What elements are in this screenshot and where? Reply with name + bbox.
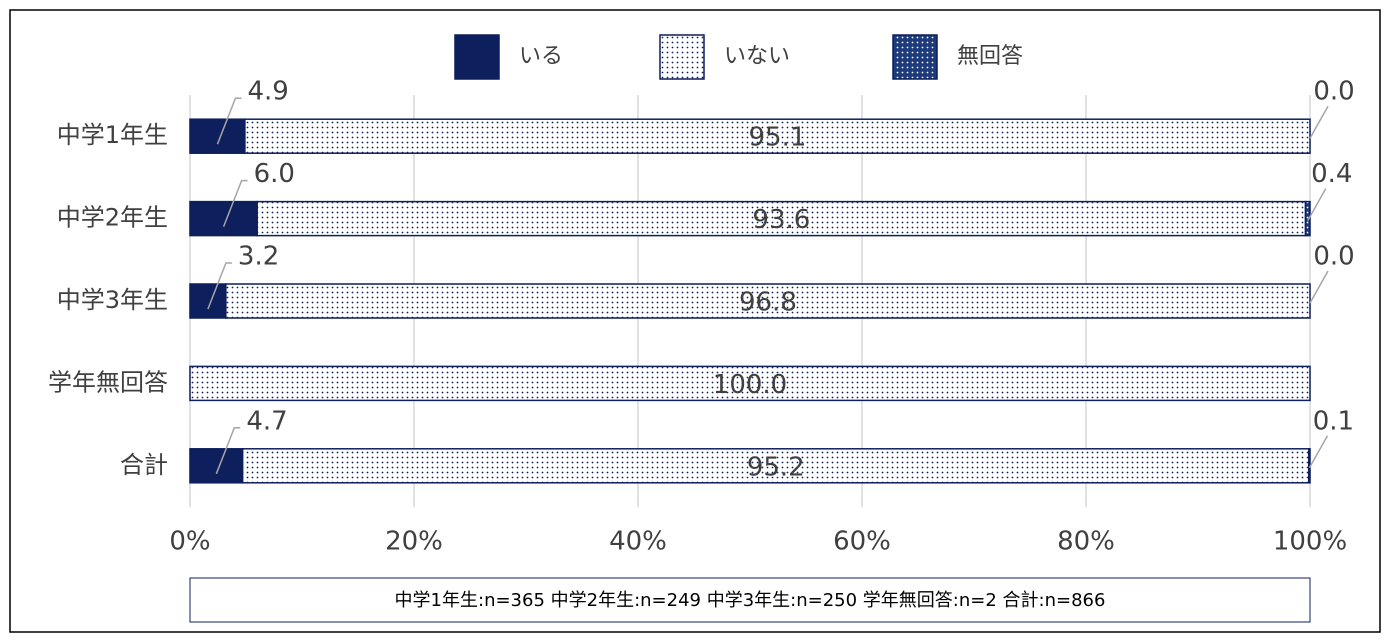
leader-line	[216, 97, 242, 145]
bar-segment	[225, 283, 1311, 319]
bar-segment	[1304, 200, 1311, 237]
data-label: 0.0	[1313, 242, 1354, 272]
y-tick-label: 中学1年生	[57, 121, 168, 149]
leader-line	[207, 262, 232, 310]
leader-line	[1308, 435, 1329, 469]
x-tick-label: 100%	[1273, 527, 1347, 557]
legend-swatch	[454, 34, 500, 80]
data-label: 3.2	[238, 242, 279, 272]
data-label: 0.4	[1311, 159, 1352, 189]
data-label: 100.0	[713, 370, 787, 400]
chart-border	[9, 9, 1381, 633]
bar-segment	[189, 365, 1311, 402]
data-label: 6.0	[254, 159, 295, 189]
data-label: 0.0	[1313, 77, 1354, 107]
bar-segment	[189, 200, 258, 237]
bar-segment	[256, 200, 1307, 237]
legend-swatch	[892, 34, 938, 80]
bar-segment	[241, 448, 1310, 484]
legend-swatch	[659, 34, 705, 80]
leader-line	[1307, 188, 1327, 221]
note: 中学1年生:n=365 中学2年生:n=249 中学3年生:n=250 学年無回…	[395, 590, 1106, 611]
legend-label: いない	[724, 44, 790, 69]
y-tick-label: 中学3年生	[57, 286, 168, 314]
bar-segment	[244, 118, 1311, 154]
data-label: 93.6	[752, 205, 810, 235]
x-tick-label: 80%	[1057, 527, 1115, 557]
legend-label: いる	[519, 44, 563, 69]
data-label: 96.8	[739, 288, 797, 318]
y-tick-label: 中学2年生	[57, 204, 168, 232]
leader-line	[1309, 105, 1329, 139]
x-tick-label: 60%	[833, 527, 891, 557]
y-tick-label: 合計	[120, 451, 168, 479]
bar-segment	[189, 118, 246, 154]
data-label: 95.1	[748, 123, 806, 153]
x-tick-label: 0%	[169, 527, 210, 557]
leader-line	[222, 179, 248, 227]
data-label: 95.2	[747, 452, 805, 482]
leader-line	[1309, 270, 1329, 304]
x-tick-label: 20%	[385, 527, 443, 557]
data-label: 4.7	[246, 406, 287, 436]
leader-line	[215, 427, 241, 475]
x-tick-label: 40%	[609, 527, 667, 557]
data-label: 0.1	[1313, 406, 1354, 436]
bar-segment	[189, 283, 227, 319]
y-tick-label: 学年無回答	[48, 368, 168, 396]
legend-label: 無回答	[957, 44, 1023, 69]
data-label: 4.9	[247, 77, 288, 107]
bar-segment	[189, 448, 244, 484]
note-box	[189, 577, 1311, 623]
